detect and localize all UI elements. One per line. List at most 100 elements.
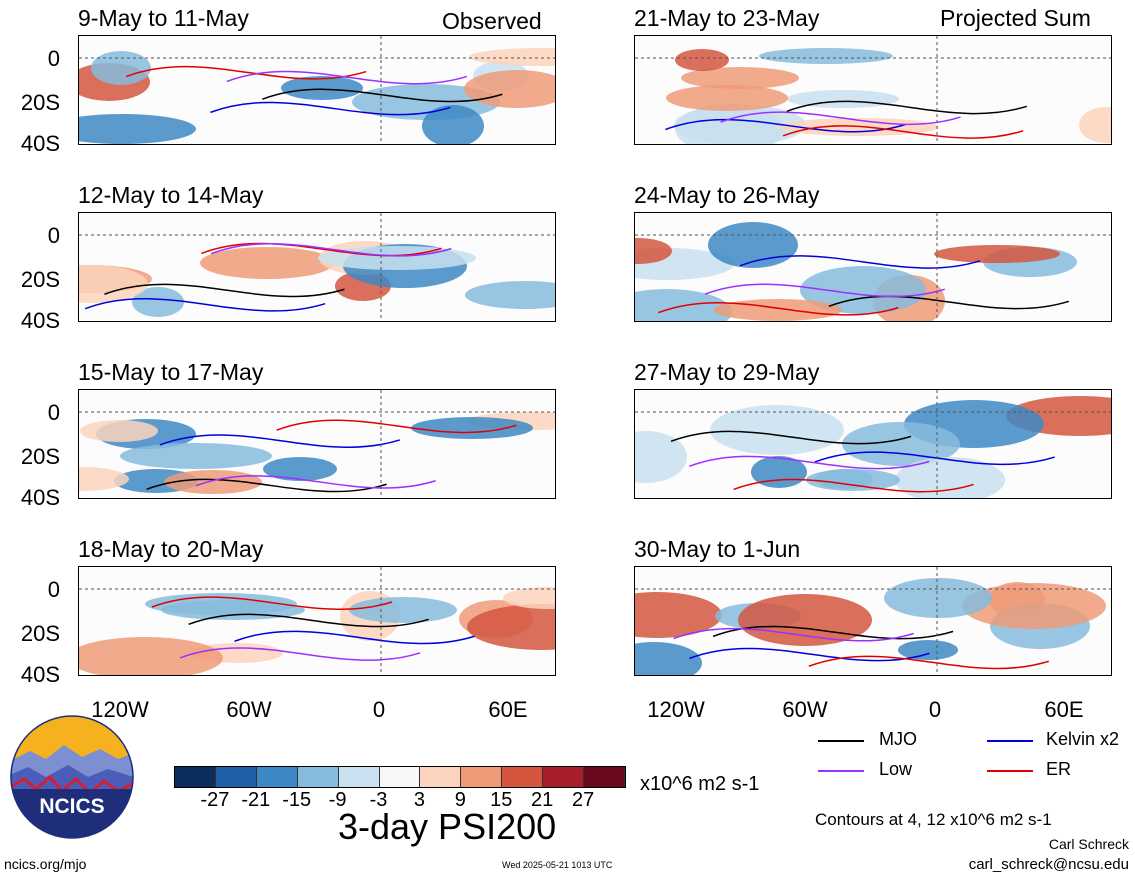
field-blob <box>1079 107 1111 143</box>
field-blob <box>787 90 899 108</box>
x-tick-label: 0 <box>372 697 386 722</box>
field-blob <box>200 247 334 279</box>
projected-label: Projected Sum <box>940 5 1091 31</box>
field-blob <box>962 583 1106 629</box>
colorbar-swatch <box>379 767 421 787</box>
contour-line <box>704 283 946 298</box>
contour-line <box>179 647 421 661</box>
main-title: 3-day PSI200 <box>338 806 557 847</box>
author: Carl Schreck <box>1048 836 1129 852</box>
colorbar-tick-label: -27 <box>200 789 230 811</box>
legend-kelvin-label: Kelvin x2 <box>1046 729 1120 749</box>
legend-mjo-line <box>818 740 864 742</box>
y-tick-label: 0 <box>47 223 60 248</box>
y-tick-label: 20S <box>20 621 60 646</box>
contour-line <box>104 283 345 298</box>
field-blob <box>895 457 1005 498</box>
contour-line <box>665 118 906 133</box>
contour-line <box>673 627 914 642</box>
field-blob <box>806 469 900 491</box>
field-blob <box>635 592 722 638</box>
y-tick-label: 0 <box>47 577 60 602</box>
field-blob <box>318 246 476 270</box>
logo-text: NCICS <box>39 795 105 818</box>
y-tick-label: 0 <box>47 46 60 71</box>
colorbar-tick-label: 27 <box>571 789 595 811</box>
y-tick-label: 0 <box>47 400 60 425</box>
field-blob <box>120 443 272 469</box>
field-blob <box>884 578 992 618</box>
field-blob <box>666 85 788 111</box>
map-field <box>635 213 1111 321</box>
map-panel <box>634 35 1112 145</box>
contour-line <box>201 242 442 257</box>
colorbar-units: x10^6 m2 s-1 <box>640 773 760 795</box>
field-blob <box>635 642 702 675</box>
y-tick-label: 40S <box>20 662 60 687</box>
contour-line <box>276 419 517 434</box>
colorbar-swatch <box>502 767 544 787</box>
colorbar-swatch <box>215 767 257 787</box>
contour-line <box>814 451 1055 466</box>
contour-line <box>786 100 1028 115</box>
field-blob <box>635 431 687 483</box>
field-blob <box>934 245 1060 263</box>
map-panel <box>634 389 1112 499</box>
contour-line <box>226 70 468 85</box>
field-blob <box>800 266 926 314</box>
contour-line <box>828 295 1070 310</box>
field-blob <box>708 222 798 268</box>
map-panel <box>78 389 556 499</box>
map-panel <box>78 212 556 322</box>
x-tick-label: 120W <box>91 697 149 722</box>
map-panel <box>78 35 556 145</box>
field-blob <box>681 67 799 89</box>
map-field <box>79 36 555 144</box>
colorbar-swatch <box>338 767 380 787</box>
colorbar <box>174 766 626 788</box>
x-tick-label: 60W <box>226 697 272 722</box>
field-blob <box>503 587 555 609</box>
field-blob <box>263 457 337 481</box>
contour-line <box>195 475 436 489</box>
field-blob <box>674 105 806 144</box>
field-blob <box>79 114 196 144</box>
x-tick-label: 0 <box>928 697 942 722</box>
panel-title: 12-May to 14-May <box>78 182 264 208</box>
colorbar-swatch <box>297 767 339 787</box>
map-field <box>635 36 1111 144</box>
contour-line <box>658 301 899 316</box>
field-blob <box>80 420 158 442</box>
colorbar-swatch <box>420 767 462 787</box>
map-panel <box>634 566 1112 676</box>
map-panel <box>634 212 1112 322</box>
legend-er-line <box>987 770 1033 772</box>
field-blob <box>710 405 844 455</box>
colorbar-tick-label: 3 <box>413 789 426 811</box>
map-field <box>635 390 1111 498</box>
ncics-logo-icon <box>10 715 134 839</box>
field-blob <box>898 640 958 660</box>
contour-line <box>234 630 475 645</box>
field-blob <box>675 49 729 71</box>
x-tick-label: 60W <box>782 697 828 722</box>
colorbar-swatch <box>584 767 625 787</box>
contour-line <box>670 430 912 445</box>
colorbar-tick-label: -21 <box>241 789 271 811</box>
legend-er-label: ER <box>1046 759 1072 779</box>
contour-line <box>151 596 393 610</box>
map-field <box>635 567 1111 675</box>
contour-line <box>808 655 1050 670</box>
field-blob <box>349 597 457 623</box>
field-blob <box>411 417 533 439</box>
panel-title: 21-May to 23-May <box>634 5 820 31</box>
contour-line <box>188 613 429 628</box>
contour-line <box>210 101 451 116</box>
colorbar-swatch <box>461 767 503 787</box>
field-blob <box>79 265 148 303</box>
email: carl_schreck@ncsu.edu <box>968 856 1129 873</box>
y-tick-label: 20S <box>20 90 60 115</box>
panel-title: 18-May to 20-May <box>78 536 264 562</box>
contour-line <box>125 65 367 80</box>
field-blob <box>465 281 555 309</box>
